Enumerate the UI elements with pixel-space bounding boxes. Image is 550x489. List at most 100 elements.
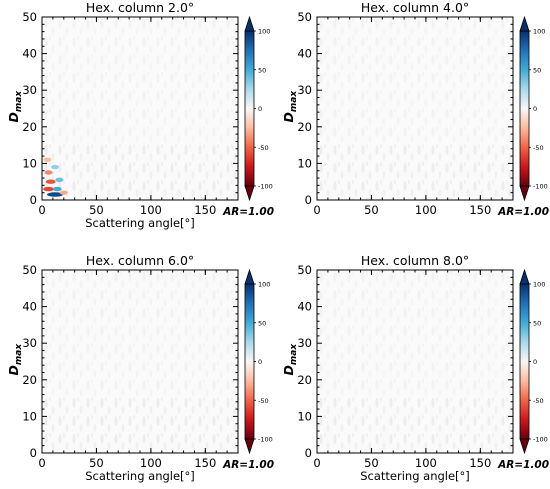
colorbar-tick-label: 0	[533, 105, 537, 113]
plot-noise-low	[317, 145, 513, 200]
x-tick-label: 50	[364, 456, 379, 470]
y-axis-label: Dmax	[281, 343, 299, 376]
colorbar-tick-label: -100	[258, 436, 273, 444]
y-tick-label: 50	[297, 10, 312, 24]
plot-noise-low	[42, 145, 238, 200]
panel-title: Hex. column 4.0°	[361, 0, 469, 15]
ar-annotation: AR=1.00	[497, 459, 549, 471]
y-tick-label: 30	[22, 83, 37, 97]
colorbar-top-arrow	[519, 268, 530, 285]
y-tick-label: 40	[297, 47, 312, 61]
y-tick-label: 0	[30, 193, 37, 207]
y-axis-label: Dmax	[6, 343, 24, 376]
ar-annotation: AR=1.00	[497, 206, 549, 218]
colorbar-bottom-arrow	[244, 438, 255, 455]
x-tick-label: 100	[415, 456, 437, 470]
colorbar-bottom-arrow	[244, 185, 255, 202]
y-tick-label: 0	[30, 446, 37, 460]
y-tick-label: 50	[297, 263, 312, 277]
heatmap-feature	[45, 179, 56, 184]
y-tick-label: 50	[22, 10, 37, 24]
colorbar-tick-label: -50	[258, 144, 269, 152]
y-tick-label: 40	[297, 300, 312, 314]
feature-group	[43, 157, 68, 197]
x-tick-label: 0	[38, 203, 45, 217]
y-tick-label: 50	[22, 263, 37, 277]
ar-annotation: AR=1.00	[222, 206, 274, 218]
heatmap-feature	[51, 164, 60, 170]
plot-noise-high	[42, 270, 238, 399]
x-tick-label: 0	[313, 203, 320, 217]
y-tick-label: 30	[297, 83, 312, 97]
colorbar-top-arrow	[519, 15, 530, 32]
y-tick-label: 10	[297, 409, 312, 423]
plot-noise-high	[317, 17, 513, 146]
panel-3: Hex. column 6.0°0 50 100 15001020304050Scat…	[6, 253, 274, 483]
y-axis-label: Dmax	[281, 90, 299, 123]
x-tick-label: 0	[313, 456, 320, 470]
x-tick-label: 100	[415, 203, 437, 217]
y-tick-label: 20	[297, 373, 312, 387]
y-tick-label: 20	[22, 120, 37, 134]
colorbar-tick-label: 100	[258, 28, 270, 36]
ar-annotation: AR=1.00	[222, 459, 274, 471]
panel-title: Hex. column 2.0°	[86, 0, 194, 15]
x-tick-label: 150	[194, 203, 216, 217]
y-tick-label: 10	[297, 156, 312, 170]
colorbar-tick-label: -50	[533, 144, 544, 152]
x-tick-label: 0	[38, 456, 45, 470]
x-tick-label: 100	[140, 203, 162, 217]
panel-title: Hex. column 8.0°	[361, 253, 469, 268]
x-tick-label: 50	[364, 203, 379, 217]
panel-title: Hex. column 6.0°	[86, 253, 194, 268]
plot-noise-low	[317, 398, 513, 453]
y-tick-label: 30	[22, 336, 37, 350]
colorbar-tick-label: -100	[533, 183, 548, 191]
y-tick-label: 10	[22, 409, 37, 423]
y-tick-label: 0	[305, 193, 312, 207]
plot-noise-high	[42, 17, 238, 146]
colorbar-bottom-arrow	[519, 438, 530, 455]
colorbar-tick-label: -50	[258, 397, 269, 405]
panel-4: Hex. column 8.0°0 50 100 15001020304050Scat…	[281, 253, 549, 483]
y-tick-label: 40	[22, 300, 37, 314]
x-tick-label: 150	[469, 203, 491, 217]
heatmap-feature	[43, 186, 54, 192]
plot-noise-high	[317, 270, 513, 399]
y-tick-label: 40	[22, 47, 37, 61]
x-axis-label: Scattering angle[°]	[85, 469, 195, 483]
x-axis-label: Scattering angle[°]	[85, 216, 195, 230]
colorbar	[519, 30, 530, 187]
y-axis-label: Dmax	[6, 90, 24, 123]
x-axis-label: Scattering angle[°]	[360, 469, 470, 483]
colorbar-tick-label: 0	[533, 358, 537, 366]
colorbar-tick-label: 100	[533, 281, 545, 289]
y-tick-label: 20	[297, 120, 312, 134]
x-tick-label: 150	[469, 456, 491, 470]
panel-2: Hex. column 4.0° 0 50 100 150 0 10 20 30 40 50 Dmax…	[281, 0, 549, 218]
colorbar-tick-label: 50	[533, 319, 541, 327]
colorbar-tick-label: 0	[258, 105, 262, 113]
y-tick-label: 30	[297, 336, 312, 350]
plot-noise-low	[42, 398, 238, 453]
colorbar	[244, 283, 255, 440]
colorbar-tick-label: 50	[533, 66, 541, 74]
heatmap-feature	[44, 170, 53, 175]
colorbar-top-arrow	[244, 15, 255, 32]
colorbar-tick-label: 50	[258, 319, 266, 327]
y-tick-label: 10	[22, 156, 37, 170]
x-tick-label: 100	[140, 456, 162, 470]
x-tick-label: 150	[194, 456, 216, 470]
colorbar	[519, 283, 530, 440]
colorbar-tick-label: 0	[258, 358, 262, 366]
heatmap-feature	[43, 157, 52, 162]
heatmap-feature	[59, 190, 68, 195]
colorbar-tick-label: 100	[258, 281, 270, 289]
y-tick-label: 0	[305, 446, 312, 460]
colorbar	[244, 30, 255, 187]
heatmap-feature	[55, 177, 64, 183]
heatmap-feature	[46, 192, 64, 197]
colorbar-tick-label: 50	[258, 66, 266, 74]
